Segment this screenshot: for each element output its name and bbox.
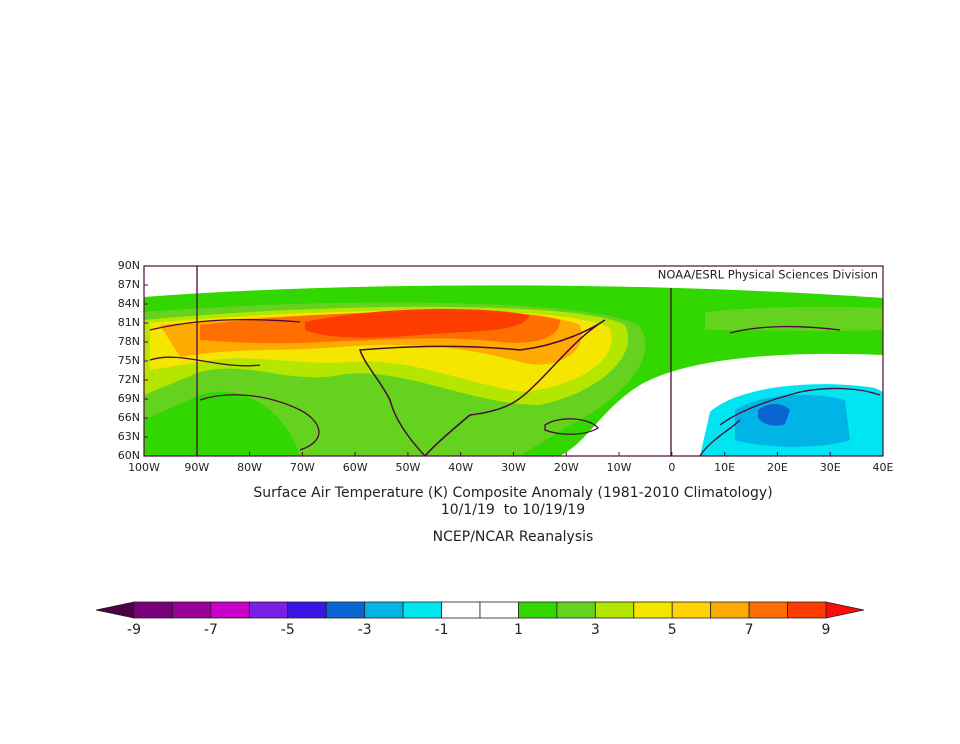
colorbar-box [748,601,788,619]
colorbar-label: -5 [281,622,295,638]
colorbar-box [441,601,481,619]
colorbar-label: -7 [204,622,218,638]
lon-label: 80W [237,461,262,474]
credit: NOAA/ESRL Physical Sciences Division [658,268,878,282]
colorbar-box [479,601,519,619]
colorbar-label: 9 [822,622,831,638]
lon-label: 20E [767,461,788,474]
lat-label: 69N [118,392,140,405]
title: Surface Air Temperature (K) Composite An… [253,485,772,501]
colorbar-label: -3 [358,622,372,638]
colorbar-label: 1 [514,622,523,638]
colorbar-label: 5 [668,622,677,638]
lon-label: 20W [554,461,579,474]
colorbar-label: -9 [127,622,141,638]
lat-label: 75N [118,354,140,367]
lat-label: 87N [118,278,140,291]
colorbar-box [248,601,289,619]
colorbar-box [210,601,250,619]
colorbar-label: 3 [591,622,600,638]
lat-label: 72N [118,373,140,386]
colorbar-high [825,601,865,619]
lat-label: 63N [118,430,140,443]
lon-label: 10W [607,461,632,474]
lon-label: 70W [290,461,315,474]
lon-label: 50W [395,461,420,474]
lon-label: 90W [184,461,209,474]
colorbar-box [402,601,442,619]
lat-label: 90N [118,259,140,272]
lon-label: 100W [128,461,160,474]
lat-label: 66N [118,411,140,424]
colorbar-low [95,601,135,619]
colorbar-box [633,601,673,619]
colorbar-box [287,601,327,619]
colorbar-box [325,601,366,619]
colorbar-box [556,601,596,619]
lon-label: 30E [820,461,841,474]
lat-label: 84N [118,297,140,310]
colorbar-box [787,601,827,619]
map-field [144,266,883,456]
lon-label: 10E [714,461,735,474]
colorbar-box [172,601,212,619]
lon-label: 40W [448,461,473,474]
colorbar-box [518,601,558,619]
lon-label: 60W [343,461,368,474]
lon-label: 40E [873,461,894,474]
colorbar-box [133,601,173,619]
colorbar-box [671,601,712,619]
colorbar-box [364,601,404,619]
lat-label: 60N [118,449,140,462]
colorbar-box [710,601,750,619]
colorbar-box [594,601,635,619]
source: NCEP/NCAR Reanalysis [433,529,594,545]
lat-label: 81N [118,316,140,329]
lon-label: 30W [501,461,526,474]
colorbar-label: 7 [745,622,754,638]
colorbar-label: -1 [435,622,449,638]
lat-label: 78N [118,335,140,348]
lon-label: 0 [668,461,675,474]
date-range: 10/1/19 to 10/19/19 [441,502,585,518]
